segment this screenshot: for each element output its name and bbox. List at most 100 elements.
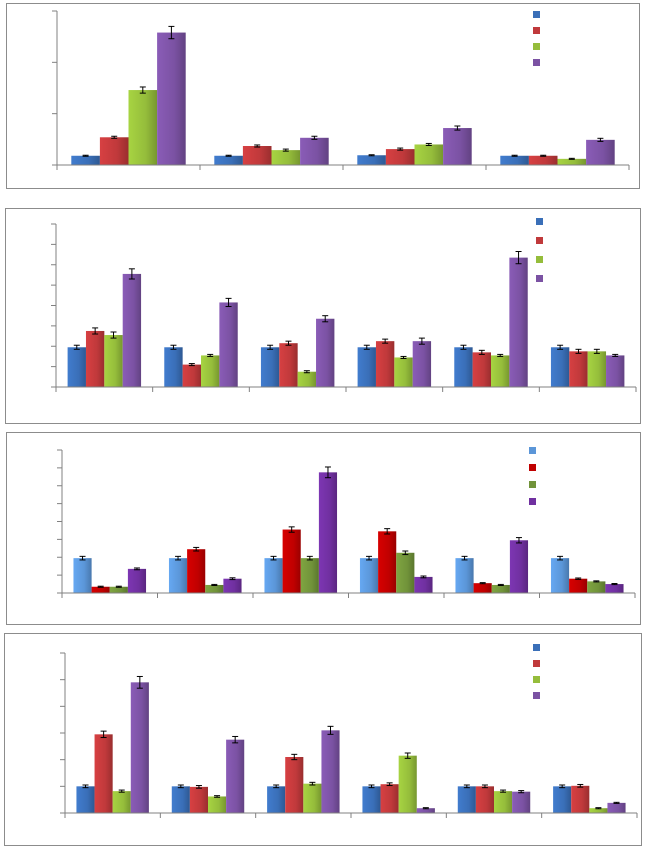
bar-c0-s0	[67, 347, 86, 387]
bar-c1-s3	[226, 739, 245, 813]
bar-c1-s3	[223, 578, 242, 593]
error-bar-c5-s1	[577, 783, 584, 788]
error-bar-c0-s1	[100, 730, 107, 739]
legend-swatch-0	[529, 447, 536, 454]
chart-panel-2	[5, 208, 641, 424]
bar-c3-s3	[414, 576, 433, 593]
error-bar-c2-s0	[368, 154, 375, 157]
error-bar-c4-s1	[481, 784, 488, 789]
bar-c4-s1	[473, 583, 492, 593]
error-bar-c2-s3	[324, 466, 331, 479]
bar-c3-s1	[375, 341, 395, 387]
error-bar-c0-s2	[110, 331, 117, 339]
error-bar-c5-s0	[557, 555, 564, 561]
bar-c4-s2	[494, 791, 513, 813]
bar-c2-s0	[357, 155, 386, 165]
bar-chart-4	[60, 644, 638, 818]
bar-c4-s0	[457, 786, 476, 813]
error-bar-c4-s1	[479, 582, 486, 585]
bar-c2-s2	[303, 783, 322, 813]
error-bar-c4-s0	[461, 555, 468, 561]
error-bar-c3-s3	[418, 337, 425, 345]
bar-c2-s0	[264, 558, 283, 593]
legend-swatch-1	[529, 464, 536, 471]
bar-c5-s0	[550, 558, 570, 593]
bar-c2-s0	[267, 786, 286, 813]
error-bar-c4-s3	[518, 790, 525, 794]
error-bar-c2-s2	[309, 781, 316, 786]
error-bar-c3-s3	[422, 807, 429, 810]
bar-c5-s1	[571, 785, 590, 813]
bar-c4-s2	[491, 584, 510, 593]
error-bar-c0-s3	[128, 268, 135, 280]
bar-c2-s2	[297, 371, 317, 387]
error-bar-c5-s2	[595, 807, 602, 810]
legend-swatch-3	[533, 692, 540, 699]
error-bar-c4-s3	[515, 537, 522, 544]
bar-c3-s3	[586, 139, 615, 165]
bar-c5-s3	[606, 355, 625, 387]
bar-c4-s0	[454, 347, 473, 387]
bar-c2-s0	[260, 347, 280, 387]
bar-c0-s2	[112, 791, 131, 813]
bar-c1-s3	[300, 137, 329, 165]
bar-c2-s3	[316, 318, 335, 387]
error-bar-c0-s2	[118, 789, 125, 793]
error-bar-c3-s1	[382, 338, 389, 344]
legend-swatch-3	[533, 59, 540, 66]
error-bar-c3-s0	[368, 784, 375, 789]
error-bar-c1-s3	[311, 135, 318, 140]
error-bar-c1-s1	[254, 144, 261, 148]
error-bar-c5-s1	[575, 577, 582, 580]
bar-c5-s2	[587, 581, 606, 593]
bar-c3-s2	[398, 755, 417, 813]
bar-c0-s1	[91, 586, 110, 593]
error-bar-c2-s3	[327, 725, 334, 735]
error-bar-c4-s3	[515, 251, 522, 265]
error-bar-c2-s3	[322, 315, 329, 323]
error-bar-c0-s2	[115, 585, 122, 588]
bar-c1-s1	[242, 146, 272, 165]
error-bar-c3-s2	[402, 550, 409, 556]
bar-c2-s1	[385, 149, 415, 165]
error-bar-c2-s0	[267, 344, 274, 350]
legend-swatch-3	[529, 498, 536, 505]
error-bar-c3-s3	[420, 575, 427, 579]
legend-swatch-0	[536, 218, 543, 225]
error-bar-c3-s2	[404, 752, 411, 759]
bar-c5-s0	[550, 347, 570, 387]
bar-c5-s1	[569, 578, 588, 593]
error-bar-c3-s3	[597, 137, 604, 142]
bar-c5-s0	[553, 786, 572, 813]
error-bar-c4-s1	[478, 349, 485, 355]
error-bar-c2-s0	[273, 784, 280, 789]
bar-c3-s2	[557, 158, 587, 165]
bar-c3-s1	[528, 155, 558, 165]
legend-swatch-2	[529, 481, 536, 488]
bar-c3-s1	[380, 784, 399, 813]
bar-c5-s3	[605, 584, 624, 593]
bar-c2-s2	[414, 144, 444, 165]
legend-swatch-1	[533, 27, 540, 34]
bar-c1-s2	[208, 796, 227, 813]
error-bar-c0-s0	[79, 555, 86, 561]
error-bar-c4-s2	[500, 789, 507, 793]
error-bar-c1-s1	[188, 363, 195, 367]
error-bar-c2-s2	[306, 555, 313, 561]
bar-c0-s1	[94, 734, 113, 813]
bar-c2-s1	[285, 757, 304, 813]
bar-c4-s3	[512, 791, 531, 813]
error-bar-c1-s1	[195, 785, 202, 789]
error-bar-c0-s0	[73, 344, 80, 350]
bar-c1-s1	[182, 364, 201, 387]
error-bar-c0-s1	[97, 585, 104, 588]
error-bar-c3-s0	[511, 154, 518, 157]
error-bar-c1-s2	[214, 795, 221, 798]
error-bar-c1-s3	[232, 735, 239, 744]
error-bar-c0-s0	[82, 154, 89, 157]
chart-panel-4	[4, 633, 642, 846]
bar-c0-s3	[127, 568, 147, 593]
bar-chart-2	[51, 218, 637, 392]
bar-c5-s2	[589, 808, 608, 813]
bar-c2-s3	[318, 472, 338, 593]
